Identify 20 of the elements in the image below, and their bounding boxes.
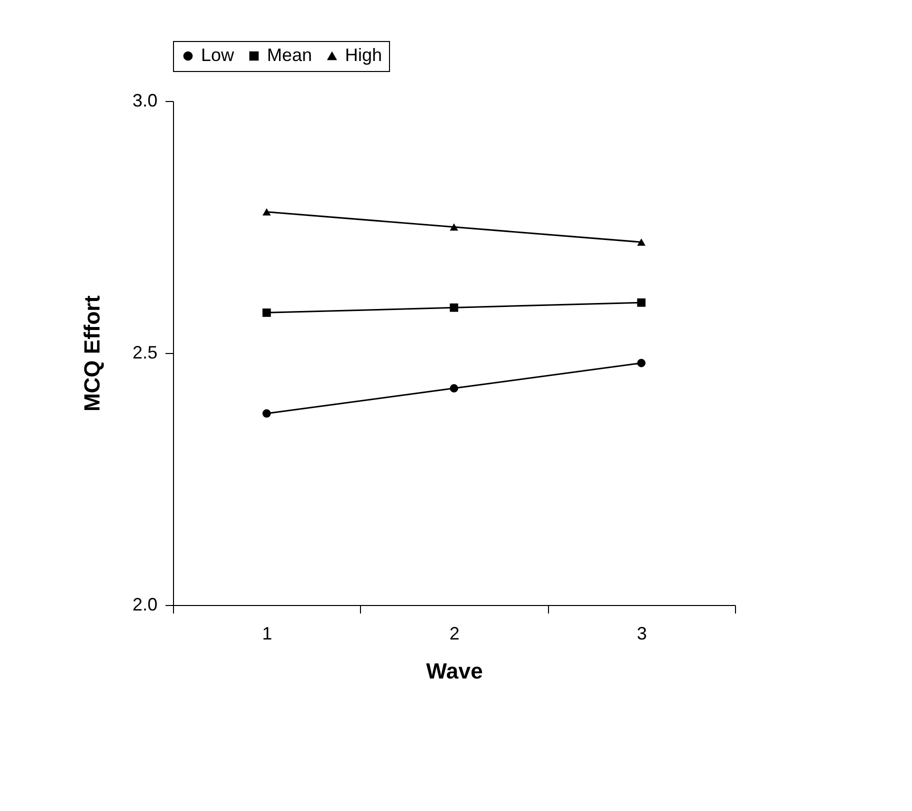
x-tick-label: 1: [262, 624, 272, 644]
point: [262, 208, 271, 216]
x-tick-label: 2: [449, 624, 460, 644]
point: [450, 384, 458, 392]
point: [262, 409, 271, 418]
point: [450, 303, 458, 312]
x-tick-label: 3: [636, 624, 647, 644]
legend-label: High: [345, 45, 382, 65]
point: [637, 238, 646, 246]
point: [637, 358, 646, 368]
point: [262, 308, 271, 317]
x-axis-title: Wave: [426, 658, 483, 684]
y-tick-label: 2.5: [132, 342, 158, 362]
legend-label: Mean: [267, 45, 312, 65]
point: [450, 223, 458, 231]
y-tick-label: 3.0: [132, 90, 158, 110]
y-axis-title: MCQ Effort: [79, 294, 104, 412]
legend-label: Low: [201, 45, 236, 65]
y-tick-label: 2.0: [132, 594, 158, 614]
point: [637, 298, 646, 307]
